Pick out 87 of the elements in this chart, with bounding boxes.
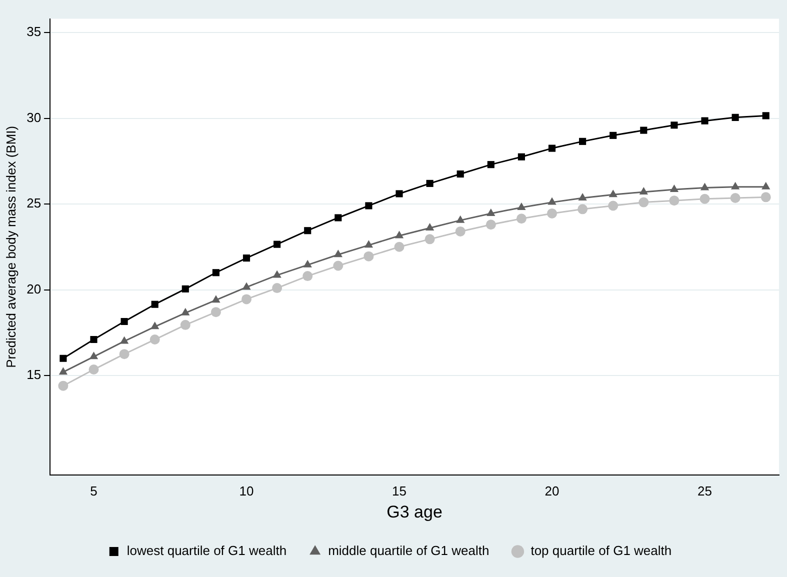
point bbox=[578, 204, 588, 214]
point bbox=[180, 320, 190, 330]
point bbox=[396, 190, 403, 198]
point bbox=[456, 215, 465, 223]
point bbox=[486, 208, 496, 216]
point bbox=[608, 190, 618, 198]
point bbox=[394, 230, 404, 238]
x-tick-label: 10 bbox=[239, 483, 254, 498]
point bbox=[90, 336, 98, 344]
point bbox=[486, 220, 496, 230]
point bbox=[272, 283, 282, 294]
point bbox=[58, 380, 68, 391]
point bbox=[762, 112, 770, 120]
x-tick-label: 25 bbox=[698, 483, 712, 498]
point bbox=[333, 260, 344, 271]
point bbox=[334, 250, 342, 258]
point bbox=[274, 240, 281, 248]
point bbox=[272, 270, 282, 278]
point bbox=[730, 193, 740, 204]
x-tick-label: 5 bbox=[90, 483, 98, 498]
point bbox=[669, 196, 680, 206]
point bbox=[730, 182, 740, 190]
point bbox=[88, 364, 99, 375]
point bbox=[119, 349, 130, 360]
point bbox=[608, 200, 618, 211]
point bbox=[242, 254, 250, 262]
point bbox=[212, 269, 220, 276]
point bbox=[120, 318, 128, 326]
point bbox=[579, 138, 586, 145]
y-tick-label: 35 bbox=[26, 24, 42, 40]
y-tick-label: 30 bbox=[26, 110, 42, 125]
point bbox=[151, 300, 158, 308]
point bbox=[334, 214, 342, 222]
point bbox=[700, 182, 710, 190]
point bbox=[548, 197, 556, 205]
point bbox=[304, 227, 312, 234]
point bbox=[518, 153, 525, 160]
point bbox=[120, 336, 129, 344]
y-axis-title: Predicted average body mass index (BMI) bbox=[3, 126, 18, 368]
point bbox=[670, 122, 678, 129]
point bbox=[516, 214, 526, 224]
point bbox=[424, 234, 435, 244]
x-axis-title: G3 age bbox=[386, 502, 442, 522]
point bbox=[455, 226, 466, 236]
x-tick-label: 20 bbox=[544, 483, 560, 498]
point bbox=[89, 352, 98, 360]
point bbox=[701, 117, 708, 124]
point bbox=[364, 240, 374, 248]
point bbox=[517, 202, 526, 210]
point bbox=[212, 295, 220, 303]
point bbox=[762, 182, 770, 190]
point bbox=[58, 367, 68, 375]
point bbox=[181, 308, 190, 316]
y-tick-label: 25 bbox=[26, 196, 42, 211]
point bbox=[150, 322, 160, 330]
point bbox=[760, 192, 771, 202]
point bbox=[426, 180, 434, 187]
point bbox=[670, 184, 679, 192]
point bbox=[548, 144, 556, 152]
point bbox=[547, 208, 558, 218]
point bbox=[425, 223, 434, 231]
point bbox=[578, 193, 587, 201]
point bbox=[303, 260, 312, 268]
point bbox=[364, 251, 374, 262]
point bbox=[487, 161, 494, 168]
point bbox=[640, 126, 648, 134]
y-tick-label: 20 bbox=[26, 281, 42, 296]
point bbox=[302, 271, 313, 282]
point bbox=[732, 114, 739, 121]
y-tick-label: 15 bbox=[26, 367, 42, 382]
point bbox=[610, 132, 617, 139]
legend-label: top quartile of G1 wealth bbox=[530, 543, 672, 558]
point bbox=[639, 187, 648, 195]
point bbox=[60, 354, 67, 362]
point bbox=[210, 307, 221, 318]
point bbox=[242, 294, 252, 304]
point bbox=[638, 197, 649, 208]
point bbox=[150, 334, 160, 345]
point bbox=[394, 242, 404, 252]
point bbox=[456, 170, 464, 178]
point bbox=[242, 282, 251, 290]
x-tick-label: 15 bbox=[392, 483, 406, 498]
point bbox=[700, 194, 710, 204]
legend-label: middle quartile of G1 wealth bbox=[328, 543, 490, 558]
legend-label: lowest quartile of G1 wealth bbox=[126, 543, 287, 558]
point bbox=[365, 202, 372, 210]
point bbox=[182, 285, 189, 292]
